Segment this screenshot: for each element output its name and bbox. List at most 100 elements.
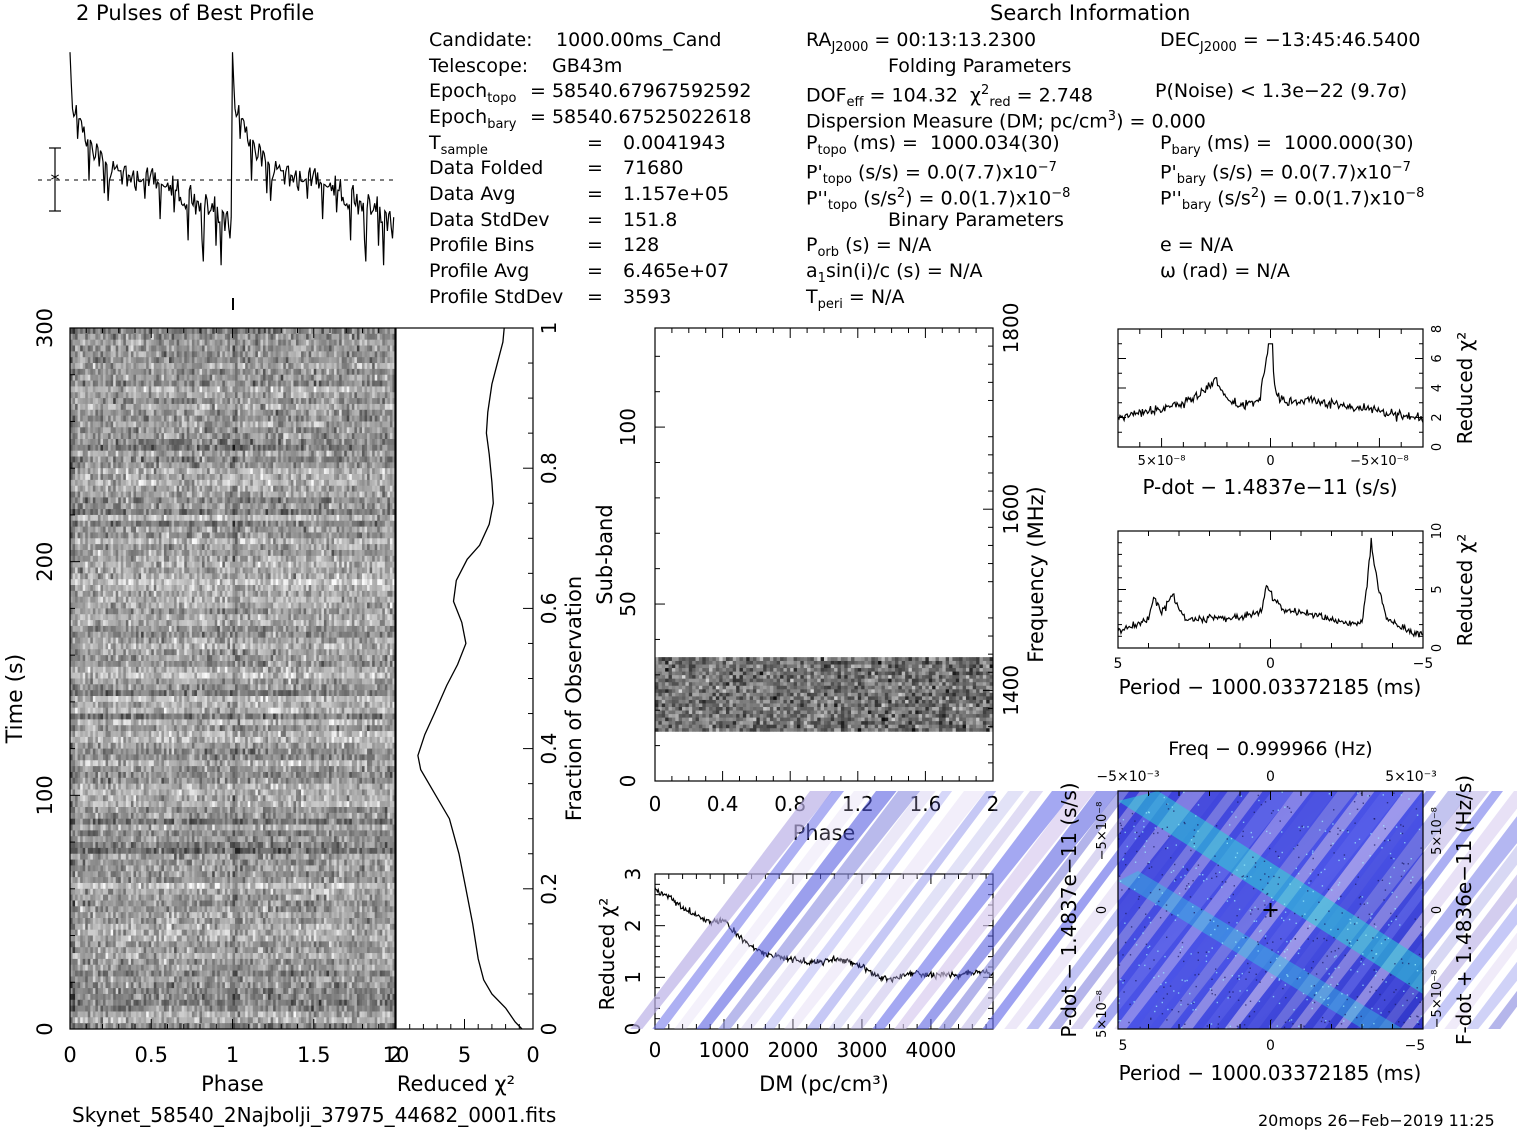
heatmap-cell	[326, 363, 330, 370]
heatmap-cell	[156, 398, 160, 405]
heatmap-cell	[128, 532, 132, 539]
heatmap-cell	[283, 357, 287, 364]
heatmap-cell	[148, 392, 152, 399]
heatmap-cell	[351, 520, 355, 528]
heatmap-cell	[123, 345, 127, 352]
heatmap-cell	[169, 479, 172, 487]
heatmap-cell	[181, 491, 185, 498]
heatmap-cell	[367, 398, 371, 405]
heatmap-cell	[194, 415, 198, 422]
heatmap-cell	[359, 479, 363, 487]
heatmap-cell	[138, 392, 142, 399]
heatmap-cell	[92, 357, 96, 364]
heatmap-cell	[331, 456, 335, 463]
heatmap-cell	[92, 526, 96, 533]
heatmap-cell	[189, 421, 193, 428]
heatmap-cell	[95, 421, 99, 428]
heatmap-cell	[194, 497, 198, 504]
heatmap-cell	[313, 462, 317, 469]
heatmap-cell	[306, 503, 310, 510]
heatmap-cell	[118, 427, 122, 434]
heatmap-cell	[379, 503, 383, 510]
heatmap-cell	[250, 474, 254, 481]
heatmap-cell	[346, 427, 350, 434]
heatmap-cell	[323, 526, 327, 533]
heatmap-cell	[382, 474, 386, 481]
heatmap-cell	[367, 526, 371, 533]
heatmap-cell	[229, 538, 233, 545]
heatmap-cell	[199, 333, 203, 341]
heatmap-cell	[146, 462, 150, 469]
heatmap-cell	[361, 450, 365, 457]
heatmap-cell	[369, 398, 373, 405]
heatmap-cell	[384, 520, 388, 528]
heatmap-cell	[384, 444, 388, 452]
heatmap-cell	[143, 345, 147, 352]
heatmap-cell	[306, 479, 310, 487]
heatmap-cell	[133, 380, 137, 387]
heatmap-cell	[115, 503, 119, 510]
heatmap-cell	[349, 520, 353, 528]
heatmap-cell	[146, 444, 150, 452]
heatmap-cell	[252, 503, 256, 510]
heatmap-cell	[280, 526, 284, 533]
heatmap-cell	[328, 444, 332, 452]
heatmap-cell	[361, 520, 365, 528]
heatmap-cell	[80, 538, 84, 545]
heatmap-cell	[158, 474, 162, 481]
heatmap-cell	[171, 374, 175, 381]
heatmap-cell	[186, 363, 190, 370]
heatmap-cell	[265, 427, 269, 434]
heatmap-cell	[115, 351, 119, 358]
heatmap-cell	[77, 363, 81, 370]
heatmap-cell	[344, 409, 348, 417]
heatmap-cell	[136, 409, 139, 417]
heatmap-cell	[344, 380, 348, 387]
heatmap-cell	[161, 526, 165, 533]
heatmap-cell	[275, 532, 279, 539]
heatmap-cell	[222, 474, 226, 481]
heatmap-cell	[151, 468, 155, 475]
heatmap-cell	[108, 509, 112, 516]
heatmap-cell	[247, 427, 251, 434]
heatmap-cell	[313, 474, 317, 481]
heatmap-cell	[275, 462, 279, 469]
heatmap-cell	[70, 468, 73, 475]
heatmap-cell	[316, 333, 320, 341]
heatmap-cell	[288, 503, 292, 510]
heatmap-cell	[209, 363, 213, 370]
heatmap-cell	[229, 503, 233, 510]
heatmap-cell	[288, 380, 292, 387]
heatmap-cell	[136, 351, 139, 358]
heatmap-cell	[174, 380, 178, 387]
heatmap-cell	[204, 497, 208, 504]
heatmap-cell	[229, 532, 233, 539]
heatmap-cell	[191, 456, 195, 463]
heatmap-cell	[359, 503, 363, 510]
heatmap-cell	[361, 333, 365, 341]
heatmap-cell	[293, 398, 297, 405]
heatmap-cell	[87, 403, 91, 411]
heatmap-cell	[174, 444, 178, 452]
heatmap-cell	[346, 503, 350, 510]
heatmap-cell	[120, 497, 124, 504]
heatmap-cell	[100, 398, 104, 405]
heatmap-cell	[372, 503, 376, 510]
heatmap-cell	[85, 520, 89, 528]
heatmap-cell	[326, 450, 330, 457]
heatmap-cell	[179, 345, 183, 352]
heatmap-cell	[303, 491, 307, 498]
heatmap-cell	[141, 380, 145, 387]
heatmap-cell	[356, 333, 360, 341]
heatmap-cell	[199, 549, 203, 557]
heatmap-cell	[169, 474, 172, 481]
heatmap-cell	[92, 503, 96, 510]
heatmap-cell	[389, 374, 393, 381]
heatmap-cell	[232, 374, 236, 381]
heatmap-cell	[97, 421, 101, 428]
heatmap-cell	[255, 485, 259, 492]
heatmap-cell	[240, 363, 244, 370]
heatmap-cell	[364, 421, 368, 428]
heatmap-cell	[169, 380, 172, 387]
heatmap-cell	[138, 374, 142, 381]
